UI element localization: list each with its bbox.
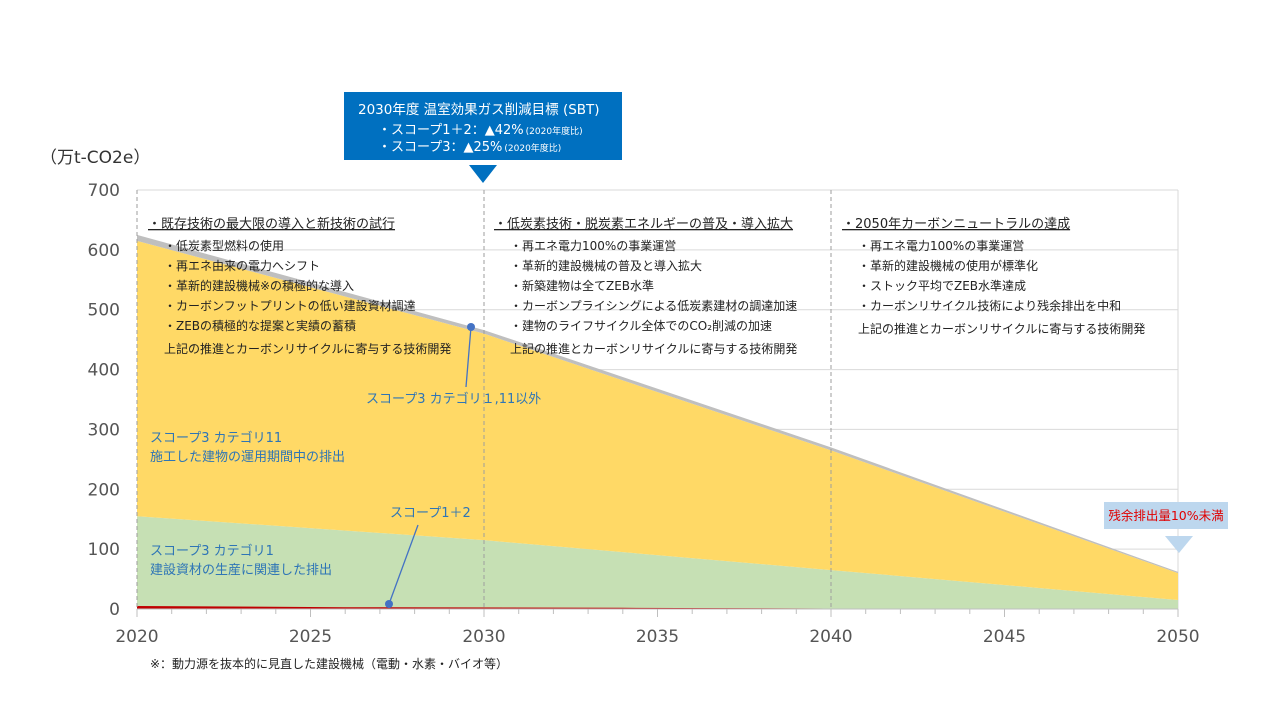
residual-pointer-icon xyxy=(1165,536,1193,553)
area-labels: スコープ3 カテゴリ11 施工した建物の運用期間中の排出 スコープ3 カテゴリ1… xyxy=(150,430,345,578)
x-tick-label: 2025 xyxy=(289,627,332,647)
phase-item: ・カーボンフットプリントの低い建設資材調達 xyxy=(164,298,416,313)
x-tick-label: 2050 xyxy=(1156,627,1199,647)
y-tick-label: 100 xyxy=(88,540,120,560)
footnote: ※：動力源を抜本的に見直した建設機械（電動・水素・バイオ等） xyxy=(150,656,508,671)
phase-item: ・ストック平均でZEB水準達成 xyxy=(858,278,1026,293)
scope12-callout-leader xyxy=(388,524,419,605)
area-2 xyxy=(137,240,1178,601)
x-tick-label: 2045 xyxy=(983,627,1026,647)
sbt-pointer-icon xyxy=(469,165,497,183)
phase-item: ・再エネ由来の電力へシフト xyxy=(164,259,320,273)
phase-item: ・再エネ電力100%の事業運営 xyxy=(510,239,676,253)
sbt-line-2: ・スコープ3：▲25% (2020年度比) xyxy=(378,140,561,155)
other-category-label: スコープ3 カテゴリ１,11以外 xyxy=(366,391,541,407)
phase-footer: 上記の推進とカーボンリサイクルに寄与する技術開発 xyxy=(858,321,1145,336)
phase-item: ・カーボンリサイクル技術により残余排出を中和 xyxy=(858,298,1121,313)
phase-2030-2040: ・低炭素技術・脱炭素エネルギーの普及・導入拡大 ・再エネ電力100%の事業運営 … xyxy=(494,217,797,356)
phase-heading: ・既存技術の最大限の導入と新技術の試行 xyxy=(148,216,395,232)
y-tick-label: 700 xyxy=(88,181,120,201)
phase-2020-2030: ・既存技術の最大限の導入と新技術の試行 ・低炭素型燃料の使用 ・再エネ由来の電力… xyxy=(148,216,451,356)
cat1-label-line2: 建設資材の生産に関連した排出 xyxy=(150,562,332,578)
residual-callout: 残余排出量10%未満 xyxy=(1104,502,1228,553)
residual-box xyxy=(1104,502,1228,529)
y-tick-label: 500 xyxy=(88,301,120,321)
other-callout-marker xyxy=(467,323,475,331)
x-axis: 2020 2025 2030 2035 2040 2045 2050 xyxy=(115,608,1200,647)
phase-footer: 上記の推進とカーボンリサイクルに寄与する技術開発 xyxy=(164,341,451,356)
phase-item: ・新築建物は全てZEB水準 xyxy=(510,278,654,293)
y-tick-label: 0 xyxy=(109,600,120,620)
y-tick-label: 600 xyxy=(88,241,120,261)
phase-heading: ・2050年カーボンニュートラルの達成 xyxy=(842,217,1070,232)
stacked-areas xyxy=(137,234,1178,609)
phase-item: ・革新的建設機械の普及と導入拡大 xyxy=(510,258,702,273)
sbt-target-callout: 2030年度 温室効果ガス削減目標 (SBT) ・スコープ1＋2：▲42% (20… xyxy=(344,92,622,183)
phase-item: ・カーボンプライシングによる低炭素建材の調達加速 xyxy=(510,299,797,313)
scope12-callout: スコープ1＋2 xyxy=(385,506,471,608)
phase-footer: 上記の推進とカーボンリサイクルに寄与する技術開発 xyxy=(510,341,797,356)
sbt-line-1-main: ・スコープ1＋2：▲42% xyxy=(378,123,524,138)
phase-item: ・ZEBの積極的な提案と実績の蓄積 xyxy=(164,318,356,333)
area-scope12 xyxy=(137,606,953,609)
other-callout-leader xyxy=(465,326,472,388)
cat11-label-line2: 施工した建物の運用期間中の排出 xyxy=(150,450,345,465)
area-1 xyxy=(137,516,1178,609)
scope12-label: スコープ1＋2 xyxy=(390,506,471,521)
phase-item: ・革新的建設機械※の積極的な導入 xyxy=(164,278,354,293)
sbt-line-2-note: (2020年度比) xyxy=(504,142,561,154)
phase-item: ・建物のライフサイクル全体でのCO₂削減の加速 xyxy=(510,318,772,333)
phase-item: ・革新的建設機械の使用が標準化 xyxy=(858,258,1038,273)
phase-heading: ・低炭素技術・脱炭素エネルギーの普及・導入拡大 xyxy=(494,217,793,232)
y-axis-label: （万t-CO2e） xyxy=(40,148,150,168)
y-axis: 0 100 200 300 400 500 600 700 xyxy=(88,181,120,620)
scope12-callout-marker xyxy=(385,600,393,608)
sbt-box xyxy=(344,92,622,160)
x-tick-label: 2040 xyxy=(809,627,852,647)
other-category-callout: スコープ3 カテゴリ１,11以外 xyxy=(366,323,541,407)
y-tick-label: 400 xyxy=(88,361,120,381)
x-tick-label: 2030 xyxy=(462,627,505,647)
cat1-label-line1: スコープ3 カテゴリ1 xyxy=(150,543,274,559)
phase-2040-2050: ・2050年カーボンニュートラルの達成 ・再エネ電力100%の事業運営 ・革新的… xyxy=(842,217,1145,336)
x-tick-label: 2035 xyxy=(636,627,679,647)
sbt-line-1: ・スコープ1＋2：▲42% (2020年度比) xyxy=(378,123,583,138)
cat11-label-line1: スコープ3 カテゴリ11 xyxy=(150,430,282,446)
residual-label: 残余排出量10%未満 xyxy=(1108,508,1223,523)
phase-item: ・再エネ電力100%の事業運営 xyxy=(858,239,1024,253)
x-tick-label: 2020 xyxy=(115,627,158,647)
phase-item: ・低炭素型燃料の使用 xyxy=(164,238,284,253)
y-tick-label: 200 xyxy=(88,480,120,500)
sbt-line-1-note: (2020年度比) xyxy=(526,125,583,137)
y-tick-label: 300 xyxy=(88,420,120,440)
area-3 xyxy=(137,234,1178,574)
sbt-title: 2030年度 温室効果ガス削減目標 (SBT) xyxy=(358,101,600,118)
sbt-line-2-main: ・スコープ3：▲25% xyxy=(378,140,502,155)
